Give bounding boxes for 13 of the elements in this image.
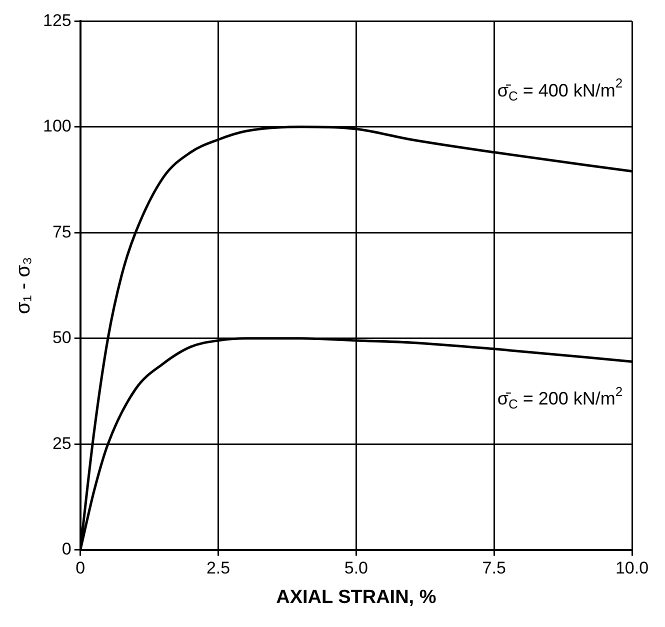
x-axis-title: AXIAL STRAIN, % xyxy=(276,586,436,608)
x-tick-label: 2.5 xyxy=(206,558,230,578)
y-tick-label: 100 xyxy=(42,116,72,136)
y-tick-label: 0 xyxy=(62,539,72,558)
y-tick-label: 75 xyxy=(52,222,72,242)
y-tick-label: 25 xyxy=(52,434,72,453)
x-tick-label: 10.0 xyxy=(615,558,649,578)
x-tick-label: 0 xyxy=(76,558,86,578)
x-tick-label: 5.0 xyxy=(344,558,368,578)
y-tick-label: 125 xyxy=(42,10,72,30)
x-tick-label: 7.5 xyxy=(482,558,506,578)
y-tick-label: 50 xyxy=(52,328,72,348)
y-axis-title: σ₁ - σ₃ xyxy=(12,256,35,314)
